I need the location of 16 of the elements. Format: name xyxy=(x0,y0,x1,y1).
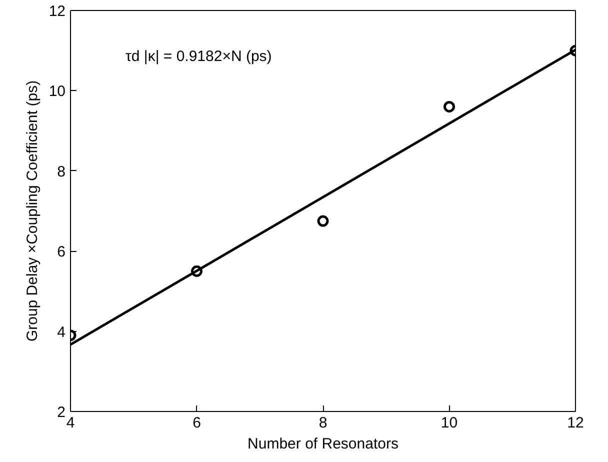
x-tick-label: 6 xyxy=(192,414,201,432)
annotation: τd |κ| = 0.9182×N (ps) xyxy=(126,48,272,65)
x-tick-label: 12 xyxy=(567,414,584,432)
y-tick-label: 12 xyxy=(48,3,66,20)
y-tick-label: 8 xyxy=(57,163,66,180)
y-tick-label: 4 xyxy=(57,324,66,341)
y-tick-label: 2 xyxy=(57,404,66,421)
point xyxy=(317,215,329,227)
y-tick-label: 10 xyxy=(48,83,66,100)
point xyxy=(444,101,455,112)
x-axis-title: Number of Resonators xyxy=(248,436,398,452)
point xyxy=(191,265,202,277)
y-axis-title: Group Delay ×Coupling Coefficient (ps) xyxy=(24,80,41,342)
x-tick-label: 10 xyxy=(440,414,458,432)
x-tick-label: 8 xyxy=(318,414,328,432)
y-tick-label: 6 xyxy=(57,244,66,261)
